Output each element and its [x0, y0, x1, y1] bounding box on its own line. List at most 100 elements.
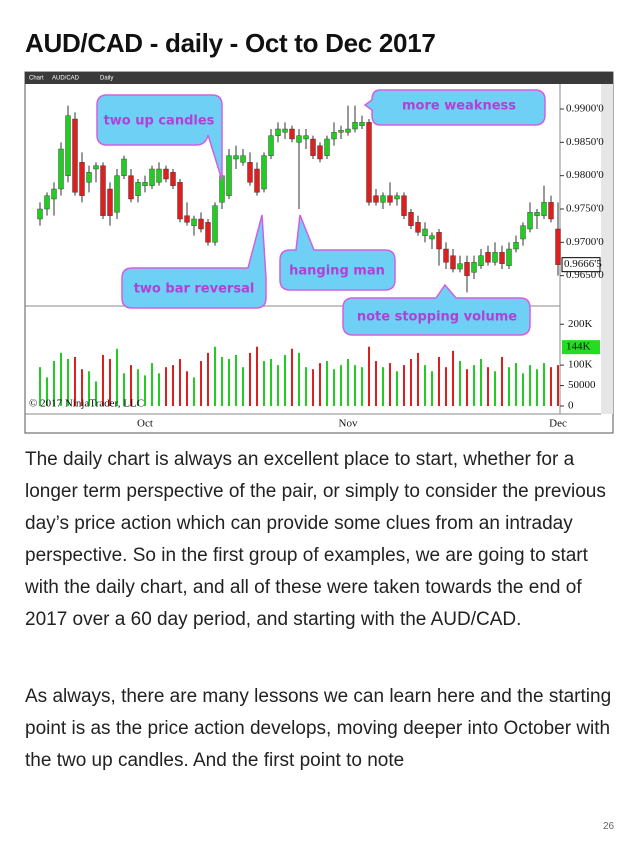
volume-marker-label: 144K — [566, 341, 591, 353]
candle-body — [401, 195, 407, 216]
candle-body — [492, 252, 498, 263]
y-tick-label: 0.9750'0 — [566, 203, 604, 215]
y-tick-label: 0.9700'0 — [566, 236, 604, 248]
callout-text: note stopping volume — [357, 310, 517, 325]
candle-body — [268, 135, 274, 156]
candle-body — [373, 195, 379, 203]
callouts: two up candles more weakness two bar rev… — [96, 89, 546, 336]
candle-body — [555, 228, 561, 265]
toolbar-label: Daily — [100, 76, 113, 82]
candle-body — [100, 165, 106, 216]
candle-body — [548, 202, 554, 220]
candle-body — [240, 155, 246, 163]
candle-body — [366, 122, 372, 203]
x-tick-label: Oct — [137, 418, 153, 430]
candle-body — [387, 195, 393, 203]
candle-body — [513, 242, 519, 250]
candle-body — [226, 155, 232, 196]
y-tick-label: 0.9800'0 — [566, 169, 604, 181]
candle-body — [198, 218, 204, 230]
candle-body — [345, 128, 351, 133]
candle-body — [163, 168, 169, 180]
y-tick-label: 0.9900'0 — [566, 103, 604, 115]
candle-body — [282, 128, 288, 133]
candle-body — [93, 165, 99, 170]
candle-body — [359, 122, 365, 126]
copyright: © 2017 NinjaTrader, LLC — [29, 398, 144, 410]
candle-body — [527, 212, 533, 230]
candle-body — [114, 175, 120, 213]
candle-body — [254, 168, 260, 193]
candle-body — [534, 212, 540, 216]
paragraph: The daily chart is always an excellent p… — [25, 449, 606, 630]
candle-body — [338, 130, 344, 133]
candle-body — [408, 212, 414, 226]
candle-body — [310, 138, 316, 156]
last-price-label: 0.9666'5 — [564, 258, 602, 270]
candle-body — [156, 168, 162, 183]
page-number: 26 — [603, 821, 615, 832]
x-tick-label: Nov — [339, 418, 358, 430]
callout — [96, 94, 223, 181]
candle-body — [121, 158, 127, 176]
candle-body — [317, 145, 323, 160]
candle-body — [275, 128, 281, 136]
candle-body — [415, 222, 421, 233]
candle-body — [247, 162, 253, 183]
candle-body — [191, 218, 197, 226]
candle-body — [261, 155, 267, 190]
candle-body — [37, 208, 43, 220]
callout — [363, 89, 546, 126]
scrollbar — [601, 84, 613, 414]
candle-body — [177, 182, 183, 220]
toolbar — [25, 72, 613, 84]
candle-body — [205, 222, 211, 243]
candle-body — [303, 135, 309, 140]
y-tick-label: 0 — [568, 400, 574, 412]
last-price-box — [561, 257, 601, 273]
callout-text: two up candles — [104, 114, 215, 129]
candle-body — [72, 118, 78, 193]
candle-body — [289, 128, 295, 140]
candle-body — [485, 252, 491, 263]
candle-body — [170, 172, 176, 186]
candle-body — [79, 162, 85, 196]
callout — [279, 214, 396, 291]
candle-body — [331, 132, 337, 140]
y-tick-label: 200K — [568, 318, 593, 330]
candle-body — [394, 195, 400, 200]
callout-text: hanging man — [289, 264, 385, 279]
candle-body — [464, 262, 470, 276]
candle-body — [324, 138, 330, 156]
page-title: AUD/CAD - daily - Oct to Dec 2017 — [25, 28, 436, 58]
candle-body — [450, 255, 456, 270]
candle-body — [541, 202, 547, 216]
candle-body — [212, 205, 218, 243]
toolbar-label: AUD/CAD — [52, 76, 80, 82]
candle-body — [471, 262, 477, 273]
candle-body — [149, 168, 155, 186]
callout — [121, 214, 267, 309]
candle-body — [506, 248, 512, 266]
candle-body — [86, 172, 92, 183]
callout-text: two bar reversal — [134, 282, 255, 297]
candle-body — [352, 122, 358, 130]
candle-body — [184, 215, 190, 223]
candle-body — [422, 228, 428, 236]
y-tick-label: 50000 — [568, 379, 596, 391]
y-tick-label: 100K — [568, 359, 593, 371]
candle-body — [51, 188, 57, 200]
candle-body — [142, 182, 148, 186]
toolbar-label: Chart — [29, 76, 44, 82]
candle-body — [380, 195, 386, 203]
callout — [342, 283, 531, 336]
chart: Chart AUD/CAD Daily 0.9900'0 0.9850'0 0.98… — [24, 71, 614, 434]
volume-marker-box — [562, 340, 600, 355]
candle-body — [107, 188, 113, 216]
x-tick-label: Dec — [549, 418, 567, 430]
candle-body — [58, 148, 64, 190]
candle-body — [457, 263, 463, 270]
y-tick-label: 0.9650'0 — [566, 269, 604, 281]
candle-body — [478, 255, 484, 266]
